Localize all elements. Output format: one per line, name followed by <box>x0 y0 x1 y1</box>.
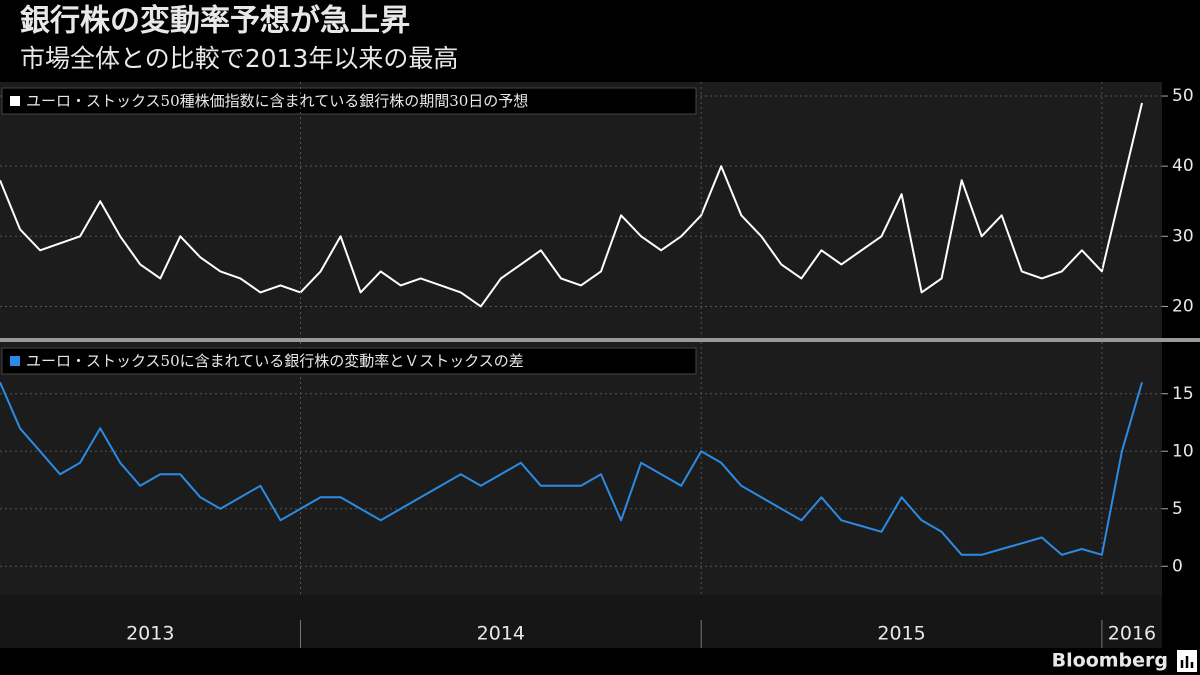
x-axis-band <box>0 595 1162 648</box>
source: Bloomberg <box>1052 650 1168 672</box>
legend-swatch <box>10 96 20 106</box>
y-tick-label: 15 <box>1172 384 1194 404</box>
y-tick-label: 50 <box>1172 86 1194 106</box>
legend-box <box>1 87 697 115</box>
y-tick-label: 0 <box>1172 556 1183 576</box>
legend-box <box>1 347 697 375</box>
y-tick-label: 5 <box>1172 499 1183 519</box>
legend-label: ユーロ・ストックス50種株価指数に含まれている銀行株の期間30日の予想 <box>26 92 528 110</box>
y-tick-label: 20 <box>1172 296 1194 316</box>
legend-label: ユーロ・ストックス50に含まれている銀行株の変動率とＶストックスの差 <box>26 352 524 370</box>
y-tick-label: 10 <box>1172 441 1194 461</box>
y-tick-label: 30 <box>1172 226 1194 246</box>
chart-title: 銀行株の変動率予想が急上昇 <box>20 4 410 39</box>
chart-subtitle: 市場全体との比較で2013年以来の最高 <box>20 44 458 73</box>
x-tick-label: 2016 <box>1108 623 1156 645</box>
data-line <box>0 381 1143 556</box>
legend-swatch <box>10 356 20 366</box>
panel <box>0 342 1162 595</box>
panel <box>0 82 1162 338</box>
y-tick-label: 40 <box>1172 156 1194 176</box>
x-tick-label: 2015 <box>877 623 925 645</box>
data-line <box>0 102 1143 308</box>
x-tick-label: 2014 <box>477 623 525 645</box>
x-tick-label: 2013 <box>126 623 174 645</box>
panel-separator <box>0 338 1200 342</box>
logo-bars <box>1180 656 1194 668</box>
